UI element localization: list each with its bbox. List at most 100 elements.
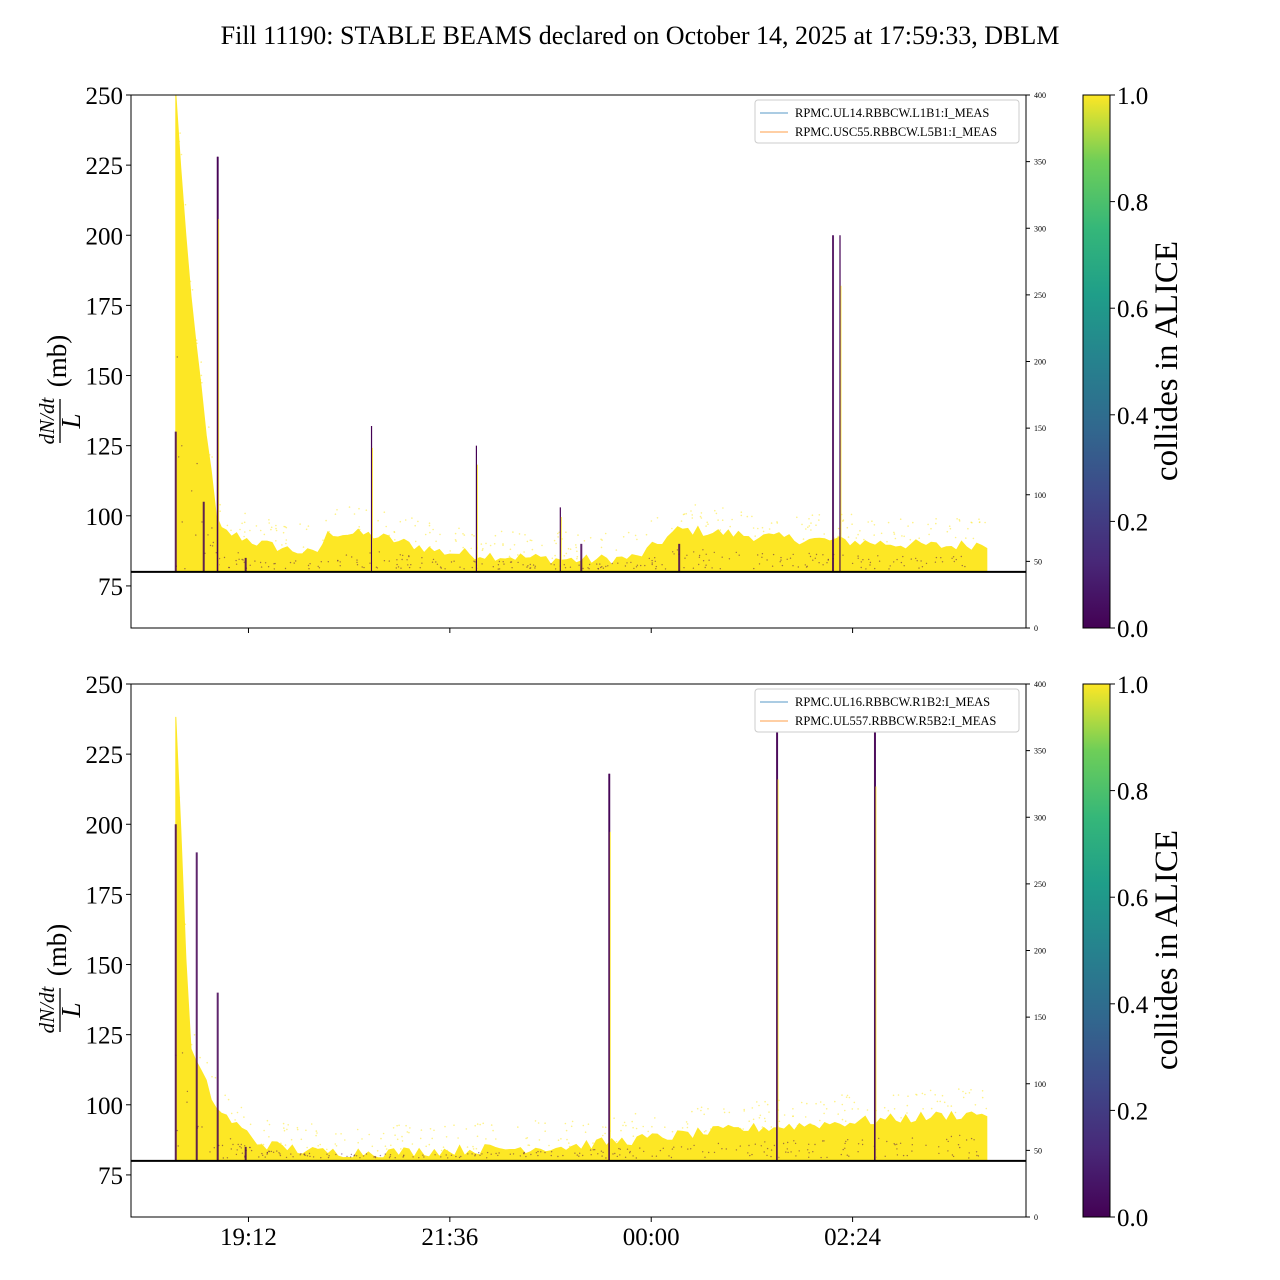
point-collides-1 [742,1128,744,1130]
point-collides-1 [435,540,437,543]
y-tick-label: 125 [86,434,124,461]
x-tick-label: 00:00 [623,1224,680,1251]
y-right-tick-label: 200 [1034,947,1046,956]
point-collides-0 [355,1155,358,1157]
point-collides-1 [604,532,607,535]
point-collides-0 [274,562,276,565]
point-collides-0 [624,565,627,567]
point-collides-1 [743,1110,745,1112]
point-collides-0 [578,564,580,566]
point-collides-0 [317,565,319,568]
point-collides-0 [812,1151,814,1153]
point-collides-0 [805,566,808,568]
point-collides-0 [713,551,715,554]
point-collides-1 [834,1100,836,1103]
point-collides-0 [177,1145,179,1147]
point-collides-1 [473,535,475,537]
point-collides-0 [698,554,701,557]
point-collides-1 [703,1113,705,1116]
point-collides-1 [376,1150,379,1152]
data-marks [174,95,988,573]
point-collides-0 [498,1152,500,1154]
point-collides-1 [243,521,246,524]
point-collides-0 [230,1148,232,1150]
point-collides-0 [421,557,423,559]
point-collides-1 [716,1128,718,1130]
point-collides-1 [449,550,452,552]
point-collides-0 [780,559,782,561]
point-collides-0 [754,1143,756,1145]
point-collides-0 [579,1152,581,1155]
point-collides-1 [645,533,648,536]
point-collides-0 [478,1152,480,1154]
figure-title: Fill 11190: STABLE BEAMS declared on Oct… [221,21,1060,50]
point-collides-0 [509,1153,511,1155]
point-collides-1 [967,527,969,530]
point-collides-0 [654,557,656,559]
point-collides-0 [911,1150,913,1152]
point-collides-0 [957,1144,960,1146]
point-collides-0 [399,554,401,556]
point-collides-1 [236,1111,239,1114]
point-collides-0 [235,563,238,565]
point-collides-1 [690,510,692,512]
point-collides-0 [242,559,244,561]
point-collides-1 [792,1108,794,1110]
point-collides-0 [749,1154,751,1157]
point-collides-1 [404,519,407,521]
point-collides-0 [735,1149,738,1151]
point-collides-0 [176,356,178,358]
point-collides-1 [325,519,327,522]
point-collides-0 [309,1155,311,1158]
point-collides-1 [444,1125,446,1128]
point-collides-1 [985,1107,988,1110]
point-collides-1 [260,1143,263,1146]
point-collides-1 [316,1132,318,1134]
point-collides-0 [410,564,412,566]
point-collides-1 [285,526,288,529]
point-collides-1 [841,1118,844,1121]
y-right-tick-label: 50 [1034,1146,1042,1155]
point-collides-0 [760,1145,762,1147]
point-collides-0 [673,1146,675,1148]
point-collides-1 [386,537,389,539]
colorbar-tick-label: 0.0 [1117,616,1148,643]
point-collides-0 [459,566,461,568]
point-collides-0 [861,1143,864,1146]
point-collides-0 [633,567,635,570]
point-collides-0 [335,1153,337,1156]
y-right-tick-label: 350 [1034,158,1046,167]
point-collides-1 [226,524,229,527]
point-collides-0 [673,553,675,555]
point-collides-0 [940,557,942,559]
point-collides-1 [286,1128,288,1131]
point-collides-0 [869,561,872,564]
point-collides-1 [424,533,427,536]
point-collides-1 [570,1125,573,1128]
point-collides-1 [939,1100,941,1103]
point-collides-1 [495,1138,497,1140]
point-collides-0 [463,568,465,570]
point-collides-1 [728,1111,731,1114]
point-collides-0 [356,564,359,566]
point-collides-0 [925,562,928,565]
point-collides-1 [555,542,557,545]
point-collides-1 [305,528,308,531]
point-collides-0 [704,566,706,569]
point-collides-0 [237,1143,239,1146]
point-collides-0 [629,1150,631,1153]
point-collides-0 [389,1154,392,1156]
point-collides-0 [435,561,437,563]
point-collides-0 [902,555,904,558]
point-collides-0 [632,1155,634,1157]
point-collides-1 [853,1101,856,1104]
point-collides-1 [948,525,951,527]
point-collides-0 [661,564,663,566]
y-right-tick-label: 150 [1034,1013,1046,1022]
point-collides-0 [814,557,816,559]
point-collides-0 [249,564,251,566]
point-collides-1 [907,1095,909,1097]
point-collides-1 [707,1108,709,1110]
point-collides-0 [345,554,348,556]
point-collides-1 [943,1101,946,1104]
